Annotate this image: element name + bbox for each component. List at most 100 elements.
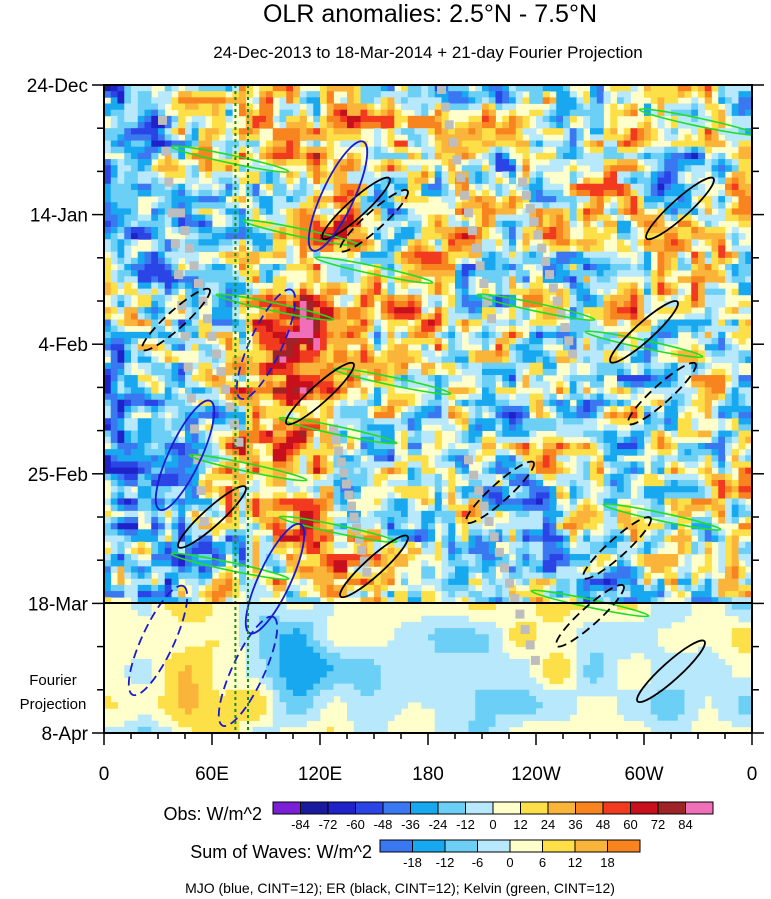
- heatmap-cell: [657, 91, 665, 98]
- heatmap-cell: [509, 430, 517, 438]
- heatmap-cell: [320, 313, 328, 320]
- heatmap-cell: [387, 165, 395, 172]
- heatmap-cell: [333, 239, 341, 246]
- heatmap-cell: [569, 405, 577, 413]
- heatmap-cell: [711, 202, 719, 209]
- heatmap-cell: [124, 85, 132, 92]
- heatmap-cell: [245, 85, 253, 92]
- heatmap-cell: [657, 331, 665, 339]
- heatmap-cell: [745, 263, 752, 271]
- heatmap-cell: [401, 461, 409, 469]
- heatmap-cell: [293, 375, 301, 382]
- heatmap-cell: [239, 251, 247, 259]
- heatmap-cell: [131, 449, 139, 456]
- heatmap-cell: [576, 418, 584, 425]
- heatmap-cell: [488, 85, 496, 92]
- heatmap-cell: [461, 449, 469, 456]
- heatmap-cell: [353, 461, 361, 469]
- heatmap-cell: [124, 294, 132, 302]
- heatmap-cell: [482, 189, 490, 197]
- heatmap-cell: [434, 282, 442, 290]
- heatmap-cell: [320, 344, 328, 351]
- heatmap-cell: [509, 128, 517, 135]
- heatmap-cell: [104, 214, 112, 222]
- heatmap-cell: [556, 115, 564, 123]
- heatmap-cell: [137, 97, 145, 104]
- heatmap-cell: [711, 128, 719, 135]
- heatmap-cell: [225, 294, 233, 302]
- heatmap-cell: [178, 220, 186, 228]
- heatmap-cell: [428, 263, 436, 271]
- heatmap-cell: [306, 208, 314, 215]
- heatmap-cell: [205, 140, 213, 148]
- heatmap-cell: [232, 375, 240, 382]
- heatmap-cell: [205, 387, 213, 394]
- heatmap-cell: [158, 103, 166, 111]
- heatmap-cell: [232, 387, 240, 394]
- heatmap-cell: [245, 356, 253, 364]
- heatmap-cell: [603, 399, 611, 407]
- heatmap-cell: [711, 393, 719, 401]
- heatmap-cell: [509, 220, 517, 228]
- heatmap-cell: [684, 461, 692, 469]
- heatmap-cell: [117, 325, 125, 333]
- heatmap-cell: [212, 325, 220, 333]
- heatmap-cell: [502, 442, 510, 450]
- heatmap-cell: [191, 331, 199, 339]
- heatmap-cell: [509, 412, 517, 419]
- heatmap-cell: [711, 276, 719, 283]
- heatmap-cell: [407, 251, 415, 259]
- heatmap-cell: [293, 313, 301, 320]
- heatmap-cell: [657, 368, 665, 376]
- heatmap-cell: [117, 442, 125, 450]
- heatmap-cell: [711, 368, 719, 376]
- heatmap-cell: [299, 430, 307, 438]
- heatmap-cell: [212, 381, 220, 388]
- heatmap-cell: [104, 270, 112, 277]
- heatmap-cell: [401, 189, 409, 197]
- heatmap-cell: [421, 183, 429, 191]
- heatmap-cell: [185, 202, 193, 209]
- heatmap-cell: [448, 412, 456, 419]
- heatmap-cell: [448, 214, 456, 222]
- heatmap-cell: [185, 97, 193, 104]
- heatmap-cell: [529, 325, 537, 333]
- heatmap-cell: [731, 109, 739, 117]
- heatmap-cell: [529, 233, 537, 240]
- heatmap-cell: [164, 467, 172, 475]
- heatmap-cell: [124, 449, 132, 456]
- heatmap-cell: [650, 183, 658, 191]
- heatmap-cell: [326, 350, 334, 357]
- heatmap-cell: [279, 356, 287, 364]
- heatmap-cell: [117, 282, 125, 290]
- heatmap-cell: [340, 183, 348, 191]
- heatmap-cell: [515, 393, 523, 401]
- heatmap-cell: [509, 418, 517, 425]
- heatmap-cell: [684, 140, 692, 148]
- heatmap-cell: [475, 301, 483, 308]
- heatmap-cell: [509, 196, 517, 203]
- heatmap-cell: [522, 257, 530, 265]
- heatmap-cell: [353, 257, 361, 265]
- heatmap-cell: [137, 442, 145, 450]
- heatmap-cell: [515, 405, 523, 413]
- heatmap-cell: [360, 91, 368, 98]
- heatmap-cell: [414, 245, 422, 253]
- heatmap-cell: [374, 455, 382, 462]
- heatmap-cell: [684, 307, 692, 314]
- heatmap-cell: [158, 220, 166, 228]
- heatmap-cell: [542, 442, 550, 450]
- heatmap-cell: [644, 245, 652, 253]
- heatmap-cell: [212, 393, 220, 401]
- heatmap-cell: [360, 387, 368, 394]
- heatmap-cell: [360, 442, 368, 450]
- heatmap-cell: [185, 109, 193, 117]
- heatmap-cell: [711, 288, 719, 296]
- heatmap-cell: [536, 115, 544, 123]
- heatmap-cell: [293, 208, 301, 215]
- heatmap-cell: [414, 461, 422, 469]
- heatmap-cell: [279, 399, 287, 407]
- heatmap-cell: [178, 307, 186, 314]
- heatmap-cell: [569, 251, 577, 259]
- heatmap-cell: [191, 338, 199, 345]
